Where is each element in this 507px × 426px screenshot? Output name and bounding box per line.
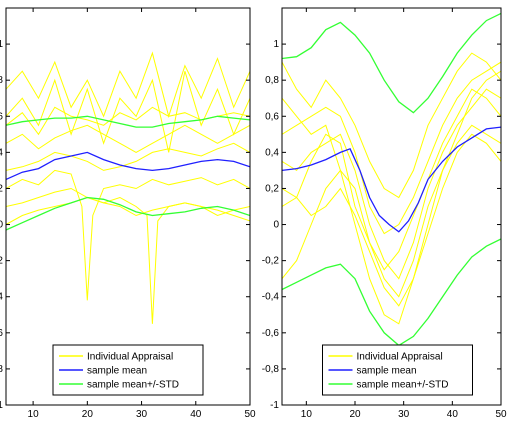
legend-label: sample mean xyxy=(357,366,417,377)
series-line-individual-7 xyxy=(282,61,501,235)
series-line-individual-5 xyxy=(282,52,501,199)
x-tick-label: 30 xyxy=(136,409,148,420)
legend: Individual Appraisal sample mean sample me… xyxy=(52,344,204,396)
series-line-std-2 xyxy=(282,238,501,347)
y-tick-label: -0,4 xyxy=(0,292,3,303)
legend-label: Individual Appraisal xyxy=(87,352,173,363)
series-line-individual-5 xyxy=(6,51,250,119)
x-tick-label: 10 xyxy=(28,409,40,420)
series-line-individual-3 xyxy=(282,70,501,325)
legend: Individual Appraisal sample mean sample me… xyxy=(322,344,473,396)
x-tick-label: 20 xyxy=(349,409,361,420)
y-tick-label: -0,4 xyxy=(262,292,280,303)
axes-frame xyxy=(5,7,251,406)
x-tick-label: 50 xyxy=(495,409,507,420)
y-tick-label: 0,6 xyxy=(265,111,279,122)
series-line-individual-9 xyxy=(282,88,501,280)
series-line-individual-8 xyxy=(282,133,501,307)
y-tick-label: 0,8 xyxy=(0,75,3,86)
series-line-individual-6 xyxy=(6,71,250,153)
y-tick-label: 1 xyxy=(0,39,3,50)
y-tick-label: 0,6 xyxy=(0,111,3,122)
y-tick-label: -0,2 xyxy=(262,256,280,267)
series-line-individual-4 xyxy=(6,187,250,324)
series-line-std-1 xyxy=(6,115,250,128)
series-line-std-2 xyxy=(6,196,250,231)
series-line-mean-0 xyxy=(6,151,250,180)
x-tick-label: 20 xyxy=(82,409,94,420)
series-line-std-1 xyxy=(282,12,501,114)
chart-panel-1: -1 -0,8 -0,6 -0,4 -0,2 0 0,2 0,4 0,6 0,8 1 10 20 30 40… xyxy=(0,7,256,420)
chart-panel-2: -1 -0,8 -0,6 -0,4 -0,2 0 0,2 0,4 0,6 0,8 1 10 20 30 40… xyxy=(262,7,507,420)
plot-area xyxy=(6,51,250,324)
series-line-mean-0 xyxy=(282,126,501,233)
y-tick-label: 0,2 xyxy=(265,183,279,194)
x-tick-label: 10 xyxy=(301,409,313,420)
x-tick-label: 40 xyxy=(447,409,459,420)
series-line-individual-6 xyxy=(282,124,501,298)
series-line-individual-3 xyxy=(6,169,250,301)
series-line-individual-7 xyxy=(6,124,250,153)
x-tick-label: 40 xyxy=(190,409,202,420)
y-tick-label: 0,4 xyxy=(265,147,279,158)
y-tick-label: -0,2 xyxy=(0,256,3,267)
y-tick-label: 0,2 xyxy=(0,183,3,194)
y-tick-label: 0 xyxy=(273,220,279,231)
legend-label: Individual Appraisal xyxy=(357,352,443,363)
y-tick-label: 0,8 xyxy=(265,75,279,86)
x-tick-label: 50 xyxy=(244,409,256,420)
legend-label: sample mean+/-STD xyxy=(87,380,179,391)
y-tick-label: -0,8 xyxy=(262,364,280,375)
series-line-individual-4 xyxy=(282,88,501,271)
y-tick-label: -1 xyxy=(270,400,279,411)
y-tick-label: -0,8 xyxy=(0,364,3,375)
series-line-individual-10 xyxy=(6,106,250,136)
legend-label: sample mean+/-STD xyxy=(357,380,449,391)
legend-label: sample mean xyxy=(87,366,147,377)
y-tick-label: -0,6 xyxy=(0,328,3,339)
y-tick-label: -0,6 xyxy=(262,328,280,339)
y-tick-label: 1 xyxy=(273,39,279,50)
y-tick-label: 0,4 xyxy=(0,147,3,158)
legend-box xyxy=(322,344,473,396)
x-tick-label: 30 xyxy=(398,409,410,420)
series-line-individual-8 xyxy=(6,142,250,171)
axes-frame xyxy=(281,7,502,406)
plot-area xyxy=(282,12,501,347)
y-tick-label: 0 xyxy=(0,220,3,231)
series-line-individual-9 xyxy=(6,196,250,225)
y-tick-label: -1 xyxy=(0,400,3,411)
